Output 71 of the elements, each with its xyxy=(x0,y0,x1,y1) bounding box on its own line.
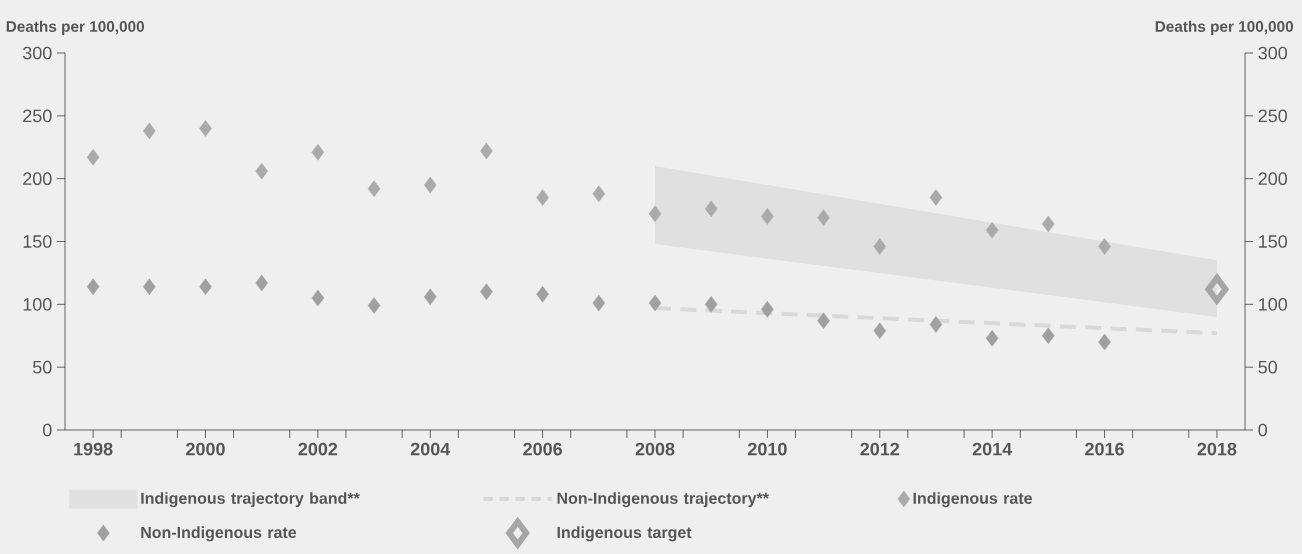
y-tick-label: 300 xyxy=(22,46,52,60)
y2-tick-label: 200 xyxy=(1258,172,1288,186)
point xyxy=(817,209,830,226)
y-tick-label: 150 xyxy=(23,235,52,248)
x-tick-label: 2012 xyxy=(860,442,900,456)
point xyxy=(929,189,943,206)
point xyxy=(985,329,999,347)
y2-tick-label: 250 xyxy=(1258,109,1288,123)
point xyxy=(143,122,156,140)
y2-tick-label: 300 xyxy=(1258,46,1288,60)
x-tick-label: 2006 xyxy=(523,442,562,456)
point xyxy=(86,149,100,166)
point xyxy=(311,289,325,307)
point xyxy=(423,176,437,194)
x-tick-label: 2004 xyxy=(410,442,451,456)
y2-axis-title: Deaths per 100,000 xyxy=(1155,20,1293,35)
y-tick-label: 100 xyxy=(23,297,52,311)
legend-label: Indigenous target xyxy=(557,526,692,542)
point xyxy=(143,278,156,296)
point xyxy=(1098,238,1111,255)
y2-tick-label: 50 xyxy=(1258,360,1278,374)
point xyxy=(592,185,606,203)
x-tick-label: 2002 xyxy=(298,442,338,456)
point xyxy=(480,142,493,160)
point xyxy=(817,312,830,329)
point xyxy=(1098,333,1111,351)
legend-label: Non-Indigenous trajectory** xyxy=(557,492,769,508)
point xyxy=(255,162,268,180)
y2-tick-label: 0 xyxy=(1258,423,1268,437)
y-tick-label: 200 xyxy=(23,172,52,186)
point xyxy=(86,278,100,296)
point xyxy=(985,221,999,239)
point xyxy=(199,120,212,137)
y-axis-title: Deaths per 100,000 xyxy=(6,20,144,35)
x-tick-label: 2018 xyxy=(1197,442,1237,456)
point xyxy=(648,294,662,312)
point xyxy=(367,297,381,314)
y-tick-label: 250 xyxy=(23,109,52,123)
point xyxy=(536,286,549,303)
point xyxy=(423,288,437,306)
y2-tick-label: 100 xyxy=(1259,297,1288,311)
y-tick-label: 50 xyxy=(32,360,52,374)
point xyxy=(255,274,268,292)
point xyxy=(536,189,549,206)
legend-label: Indigenous rate xyxy=(913,492,1032,508)
x-tick-label: 2014 xyxy=(972,442,1013,456)
point xyxy=(1042,215,1055,233)
legend-label: Non-Indigenous rate xyxy=(141,526,297,542)
x-tick-label: 2016 xyxy=(1085,442,1124,456)
x-tick-label: 2008 xyxy=(635,442,675,456)
y-tick-label: 0 xyxy=(43,423,52,437)
point xyxy=(761,208,774,225)
point xyxy=(704,200,718,218)
point xyxy=(929,316,943,333)
x-tick-label: 2010 xyxy=(747,442,787,456)
point xyxy=(761,301,774,318)
point xyxy=(311,144,325,161)
point xyxy=(873,322,887,339)
point xyxy=(1205,274,1229,304)
point xyxy=(1042,327,1055,345)
x-tick-label: 2000 xyxy=(186,442,225,456)
point xyxy=(648,205,662,223)
point xyxy=(592,294,606,312)
legend-label: Indigenous trajectory band** xyxy=(141,492,360,508)
point xyxy=(704,296,718,313)
point xyxy=(199,278,212,296)
y2-tick-label: 150 xyxy=(1259,235,1288,248)
point xyxy=(873,238,887,255)
point xyxy=(480,283,493,301)
point xyxy=(367,180,381,197)
x-tick-label: 1998 xyxy=(74,442,113,456)
